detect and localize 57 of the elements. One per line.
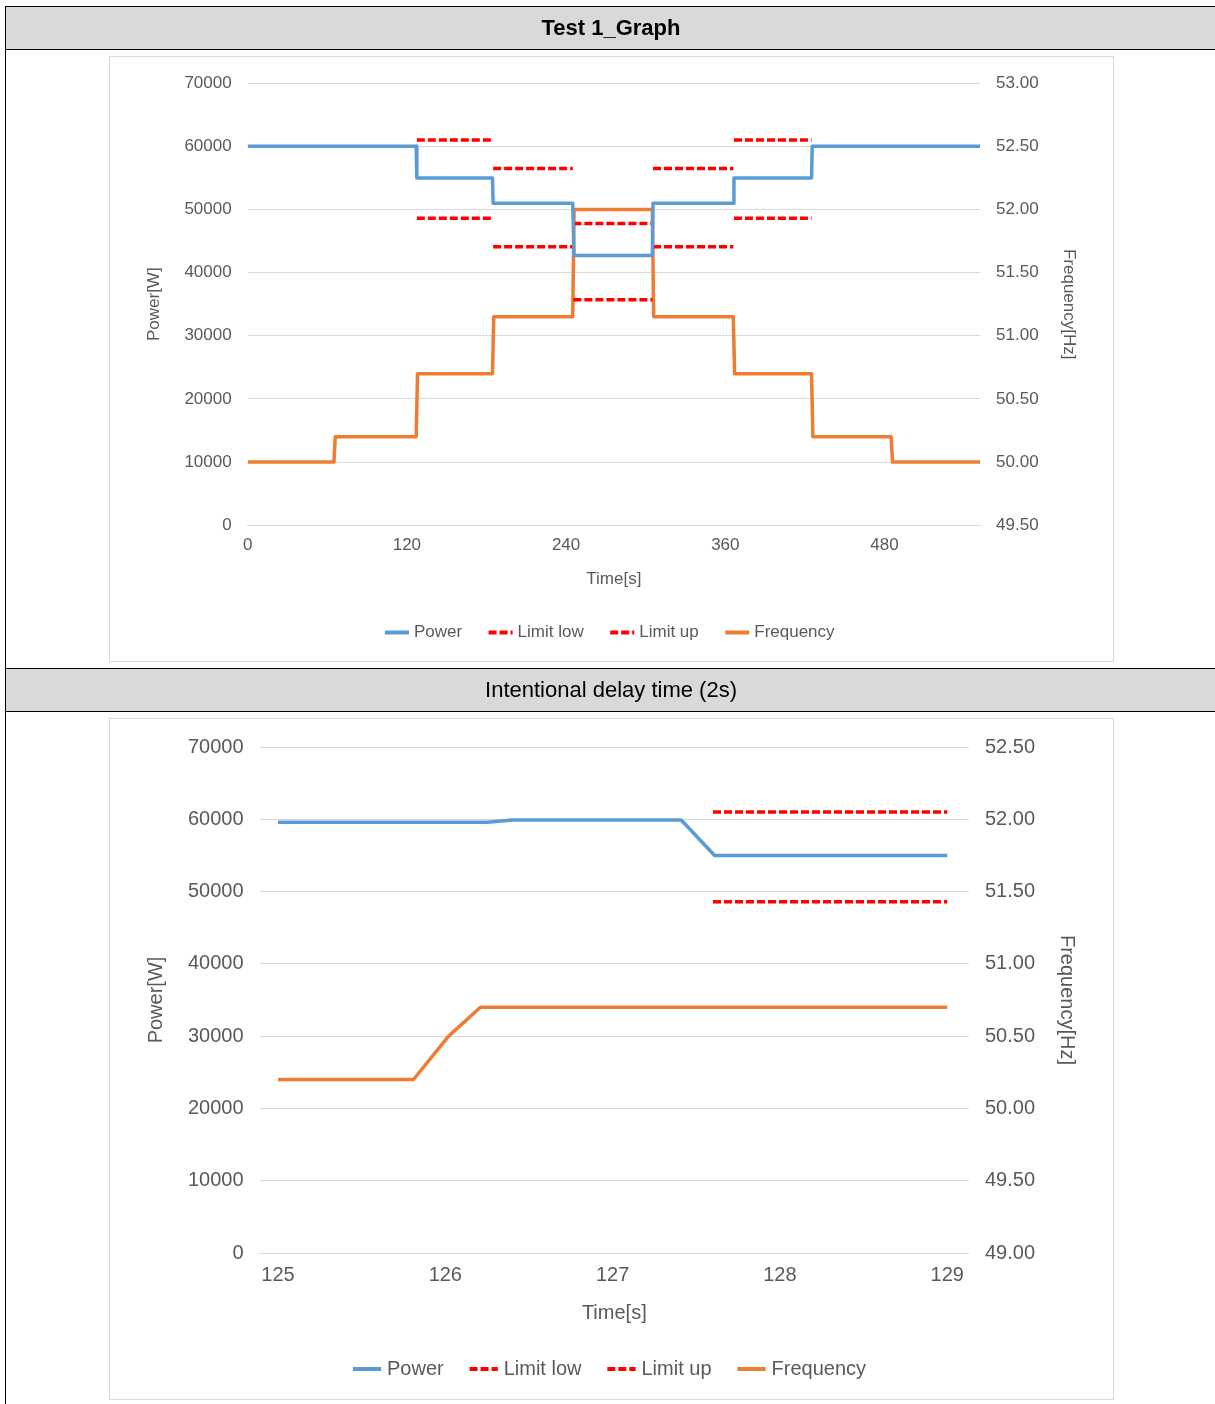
y2-tick-label: 50.00 — [996, 451, 1039, 471]
y2-tick-label: 52.50 — [996, 136, 1039, 156]
y2-tick-label: 52.50 — [984, 734, 1036, 757]
y2-tick-label: 49.50 — [984, 1168, 1036, 1191]
x-tick-label: 129 — [930, 1262, 964, 1285]
y-axis-title: Power[W] — [143, 956, 166, 1044]
y2-tick-label: 50.00 — [984, 1095, 1036, 1118]
legend-label: Frequency — [754, 622, 836, 642]
x-tick-label: 127 — [595, 1262, 630, 1285]
y-tick-label: 70000 — [184, 72, 232, 92]
chart-title: Intentional delay time (2s) — [6, 669, 1215, 712]
y2-tick-label: 52.00 — [984, 806, 1036, 829]
y2-axis-title: Frequency[Hz] — [1057, 934, 1080, 1066]
y2-tick-label: 51.00 — [996, 325, 1039, 345]
y-tick-label: 10000 — [184, 451, 232, 471]
y-tick-label: 70000 — [187, 734, 244, 757]
legend-label: Power — [413, 622, 463, 642]
y2-axis-title: Frequency[Hz] — [1060, 248, 1080, 360]
y-tick-label: 60000 — [184, 136, 232, 156]
y-tick-label: 30000 — [184, 325, 232, 345]
x-axis-title: Time[s] — [581, 1300, 647, 1323]
y2-tick-label: 52.00 — [996, 199, 1039, 219]
y-tick-label: 0 — [222, 514, 232, 534]
y2-tick-label: 51.50 — [996, 262, 1039, 282]
legend-label: Limit up — [639, 622, 699, 642]
y-tick-label: 50000 — [184, 199, 232, 219]
y2-tick-label: 51.50 — [984, 879, 1036, 902]
x-tick-label: 360 — [711, 535, 740, 555]
y2-tick-label: 50.50 — [996, 388, 1039, 408]
y2-tick-label: 50.50 — [984, 1023, 1036, 1046]
x-tick-label: 120 — [392, 535, 422, 555]
x-tick-label: 480 — [870, 535, 899, 555]
legend-label: Limit low — [517, 622, 585, 642]
x-axis-title: Time[s] — [586, 569, 642, 589]
x-tick-label: 240 — [551, 535, 581, 555]
y-tick-label: 20000 — [187, 1095, 244, 1118]
y2-tick-label: 49.50 — [996, 514, 1039, 534]
x-tick-label: 125 — [261, 1262, 295, 1285]
y-tick-label: 50000 — [187, 879, 244, 902]
y2-tick-label: 51.00 — [984, 951, 1036, 974]
legend-label: Frequency — [771, 1356, 867, 1379]
y-tick-label: 0 — [232, 1240, 244, 1263]
y-axis-title: Power[W] — [143, 267, 163, 342]
legend-label: Limit low — [503, 1356, 583, 1379]
x-tick-label: 126 — [428, 1262, 462, 1285]
y-tick-label: 40000 — [187, 951, 244, 974]
legend-label: Power — [387, 1356, 445, 1379]
y-tick-label: 10000 — [187, 1168, 244, 1191]
y-tick-label: 20000 — [184, 388, 232, 408]
y-tick-label: 30000 — [187, 1023, 244, 1046]
y2-tick-label: 49.00 — [984, 1240, 1036, 1263]
chart-title: Test 1_Graph — [6, 7, 1215, 50]
y-tick-label: 60000 — [187, 806, 244, 829]
y2-tick-label: 53.00 — [996, 72, 1039, 92]
x-tick-label: 128 — [763, 1262, 797, 1285]
y-tick-label: 40000 — [184, 262, 232, 282]
legend-label: Limit up — [641, 1356, 712, 1379]
